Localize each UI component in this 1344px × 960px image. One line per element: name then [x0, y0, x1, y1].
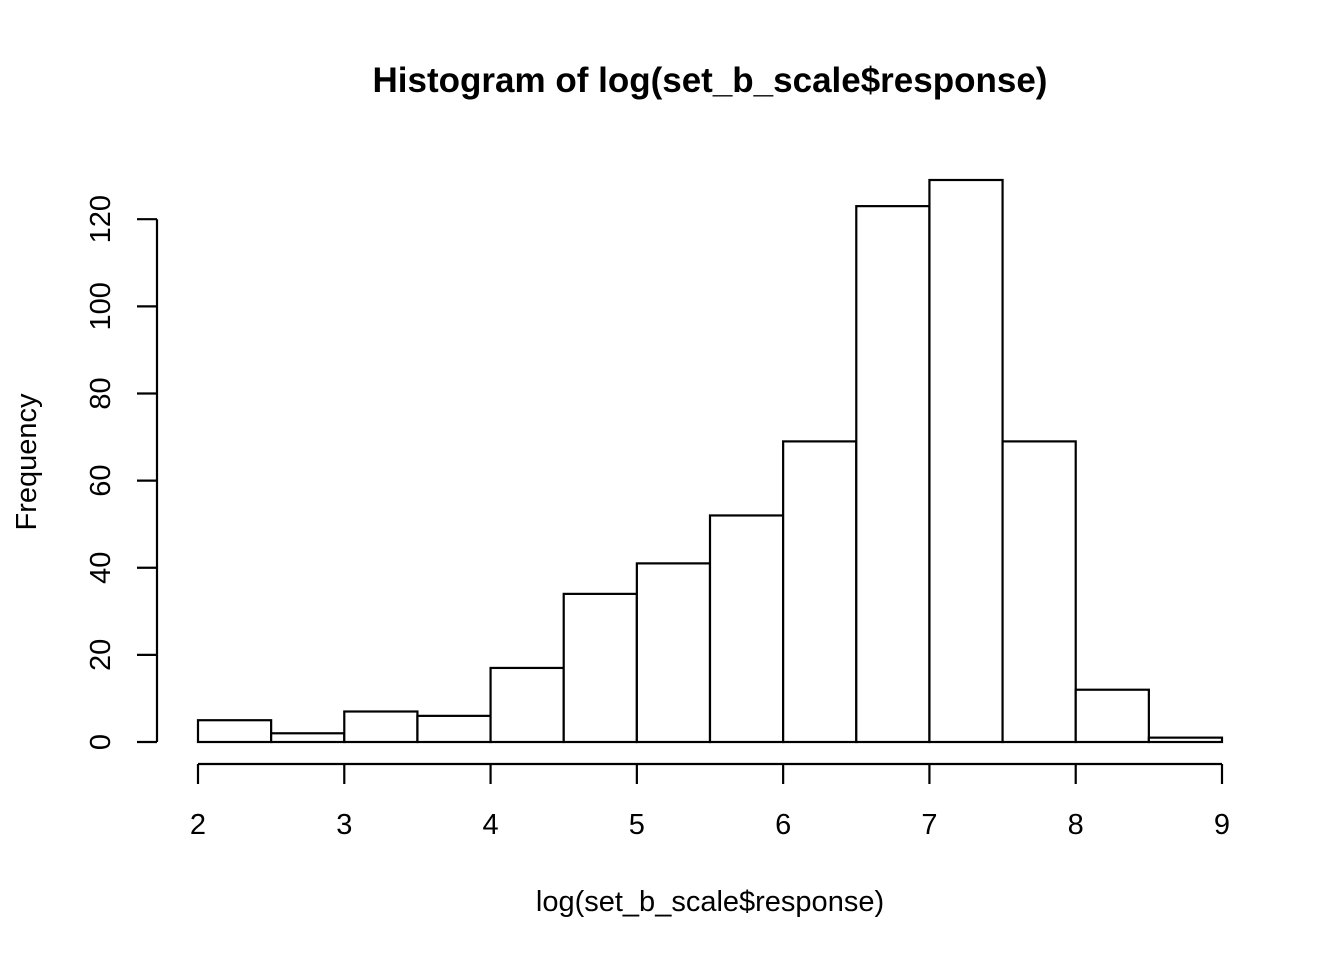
histogram-bar — [708, 514, 785, 744]
x-tick-label: 5 — [629, 809, 645, 841]
histogram-bar — [270, 732, 346, 744]
histogram-bar — [855, 205, 931, 744]
x-tick-label: 4 — [483, 809, 499, 841]
histogram-bar — [782, 440, 858, 744]
x-axis: 2 3 4 5 6 7 8 9 — [190, 762, 1230, 841]
y-tick-label: 120 — [85, 195, 117, 243]
x-tick-label: 3 — [336, 809, 352, 841]
histogram-bar — [196, 719, 273, 744]
x-tick-label: 2 — [190, 809, 206, 841]
x-tick-label: 7 — [921, 809, 937, 841]
histogram-bar — [928, 178, 1004, 744]
histogram-bars — [196, 178, 1224, 744]
y-tick-label: 40 — [85, 552, 117, 584]
x-tick-label: 9 — [1214, 809, 1230, 841]
y-tick-label: 0 — [85, 734, 117, 750]
histogram-bar — [1074, 688, 1150, 744]
histogram-bar — [489, 666, 565, 744]
chart-title: Histogram of log(set_b_scale$response) — [373, 61, 1048, 100]
histogram-bar — [635, 562, 712, 744]
y-axis-label: Frequency — [11, 393, 43, 531]
y-tick-label: 80 — [85, 377, 117, 409]
histogram-bar — [1147, 736, 1224, 744]
histogram-bar — [1001, 440, 1077, 744]
x-tick-label: 6 — [775, 809, 791, 841]
y-tick-label: 60 — [85, 464, 117, 496]
histogram-bar — [562, 592, 638, 744]
histogram-bar — [343, 710, 419, 744]
y-axis: 0 20 40 60 80 100 120 — [85, 195, 159, 750]
x-axis-label: log(set_b_scale$response) — [536, 886, 884, 918]
histogram-bar — [416, 714, 492, 744]
x-tick-label: 8 — [1068, 809, 1084, 841]
y-tick-label: 100 — [85, 282, 117, 330]
y-tick-label: 20 — [85, 639, 117, 671]
